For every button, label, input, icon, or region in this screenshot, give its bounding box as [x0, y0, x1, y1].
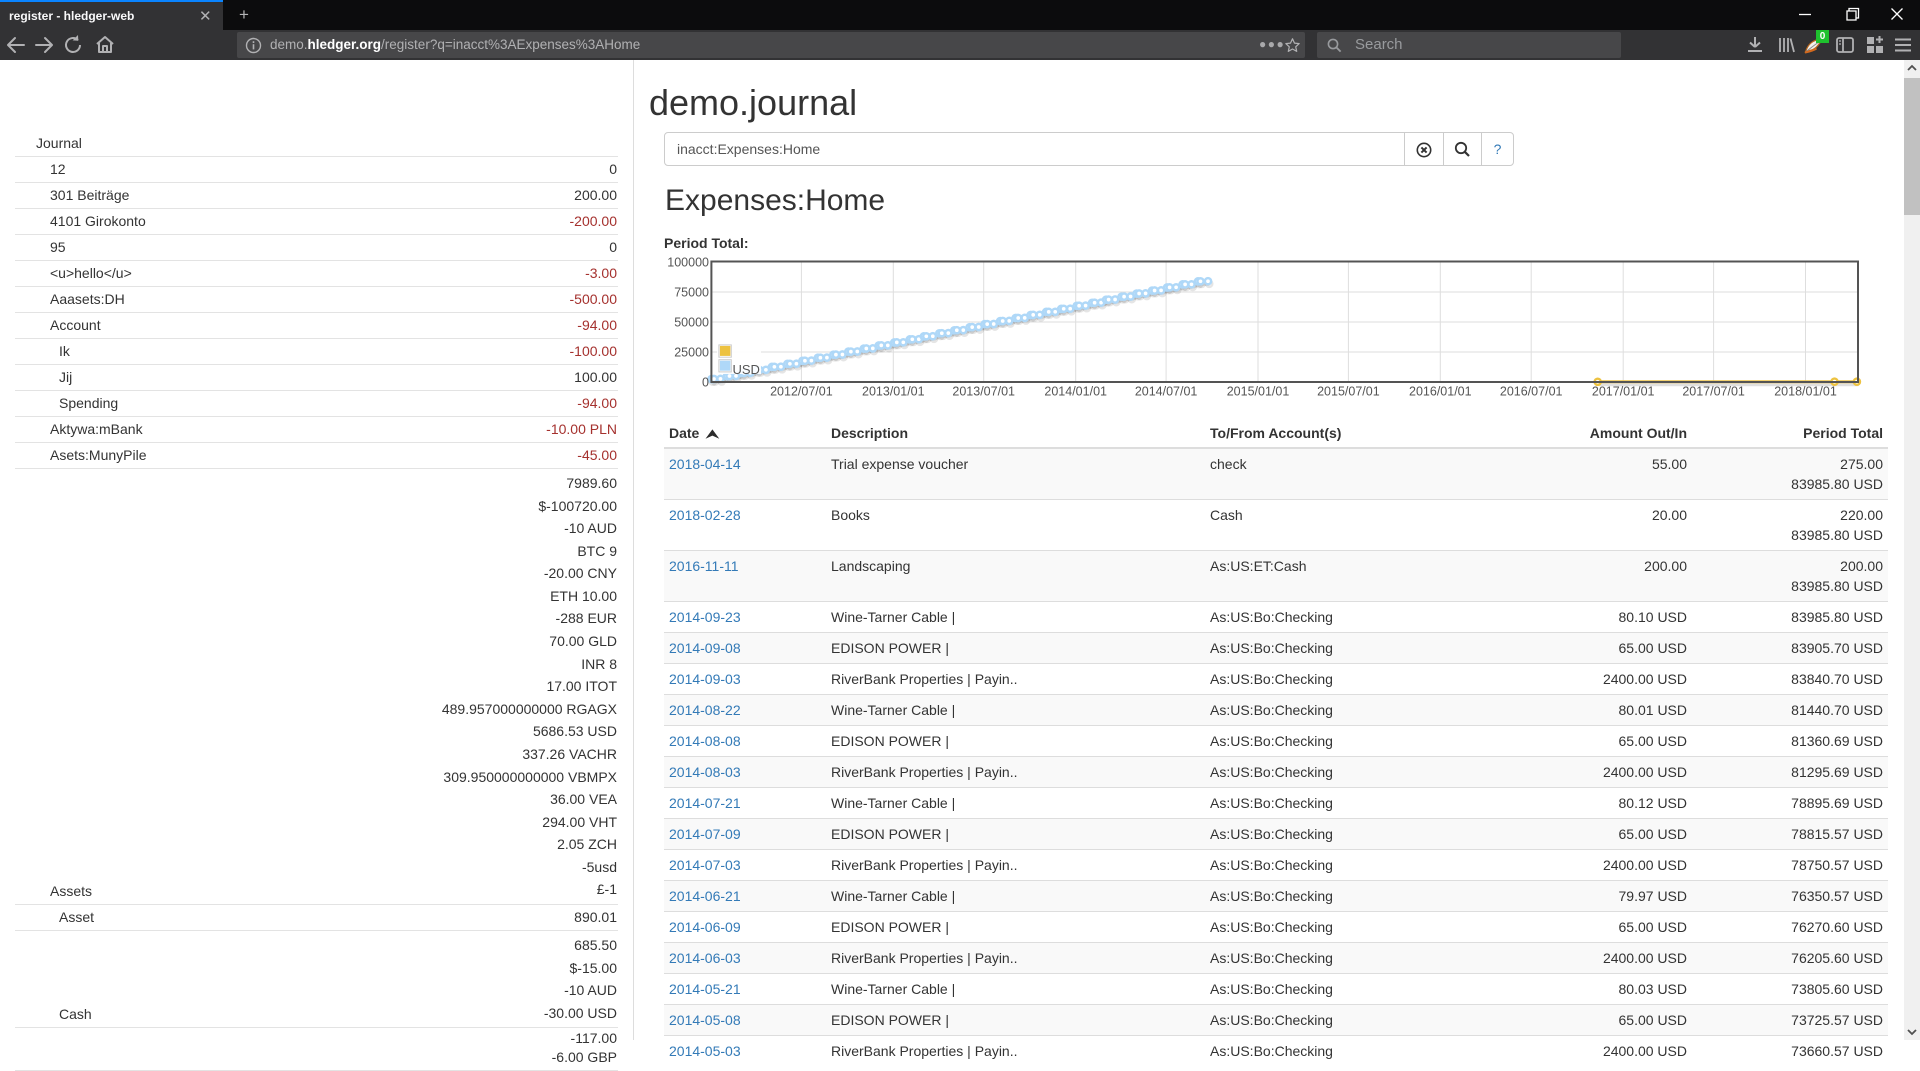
svg-text:2017/01/01: 2017/01/01: [1592, 385, 1655, 399]
svg-text:2012/07/01: 2012/07/01: [770, 385, 833, 399]
svg-text:2014/01/01: 2014/01/01: [1044, 385, 1107, 399]
svg-text:75000: 75000: [674, 286, 709, 300]
svg-text:2015/01/01: 2015/01/01: [1227, 385, 1290, 399]
svg-text:2018/01/01: 2018/01/01: [1774, 385, 1837, 399]
svg-text:2013/01/01: 2013/01/01: [862, 385, 925, 399]
svg-text:50000: 50000: [674, 316, 709, 330]
svg-text:2016/07/01: 2016/07/01: [1500, 385, 1563, 399]
svg-text:2017/07/01: 2017/07/01: [1682, 385, 1745, 399]
svg-text:25000: 25000: [674, 346, 709, 360]
svg-text:USD: USD: [733, 362, 760, 377]
svg-text:2013/07/01: 2013/07/01: [952, 385, 1015, 399]
svg-text:2014/07/01: 2014/07/01: [1135, 385, 1198, 399]
svg-text:2015/07/01: 2015/07/01: [1317, 385, 1380, 399]
svg-text:0: 0: [702, 376, 709, 390]
svg-text:100000: 100000: [667, 256, 709, 270]
svg-text:2016/01/01: 2016/01/01: [1409, 385, 1472, 399]
